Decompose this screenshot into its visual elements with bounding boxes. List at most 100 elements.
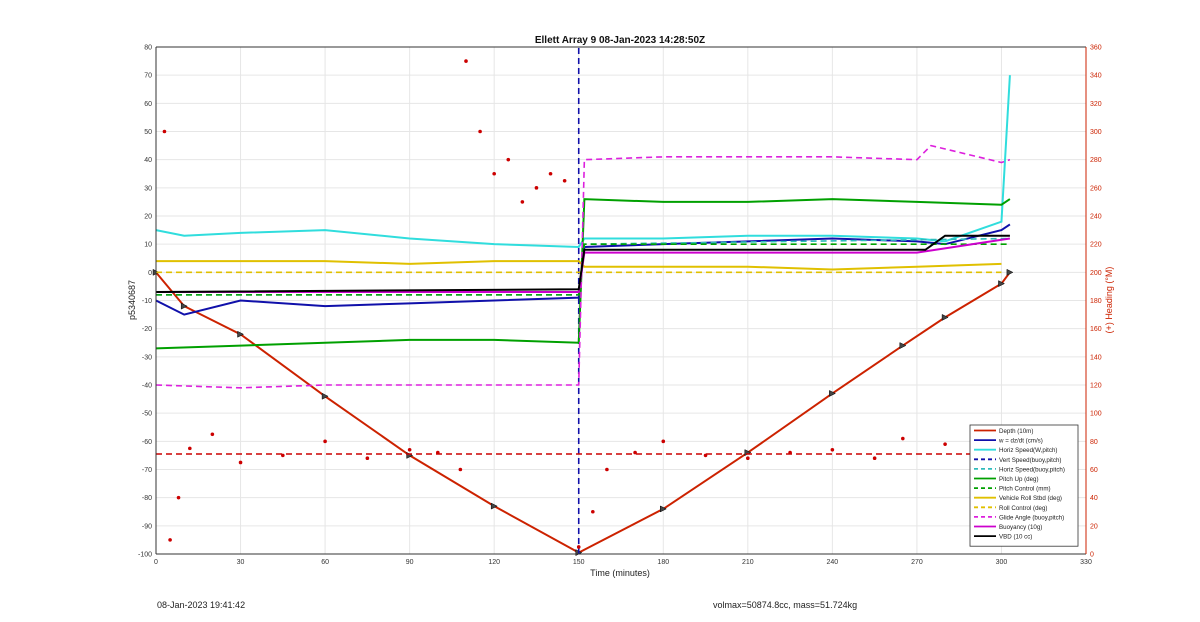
y2-tick-label: 200 <box>1090 270 1102 277</box>
legend-label: Horiz Speed(W,pitch) <box>999 447 1057 454</box>
x-tick-label: 180 <box>657 559 669 566</box>
x-tick-label: 330 <box>1080 559 1092 566</box>
y-tick-label: -10 <box>142 298 152 305</box>
x-tick-label: 30 <box>237 559 245 566</box>
depth-marker <box>1006 268 1014 276</box>
legend-label: Roll Control (deg) <box>999 505 1048 512</box>
legend-label: Buoyancy (10g) <box>999 524 1042 531</box>
legend-label: Vehicle Roll Stbd (deg) <box>999 495 1062 502</box>
legend-label: VBD (10 cc) <box>999 534 1032 541</box>
depth-marker <box>237 330 245 338</box>
legend: Depth (10m) w = dz/dt (cm/s) Horiz Speed(W… <box>969 424 1079 547</box>
y2-tick-label: 20 <box>1090 523 1098 530</box>
y2-tick-label: 80 <box>1090 439 1098 446</box>
heading-point <box>407 447 412 452</box>
y2-tick-label: 360 <box>1090 45 1102 52</box>
grid-lines <box>155 46 1087 555</box>
heading-point <box>548 171 553 176</box>
y-tick-label: -30 <box>142 354 152 361</box>
heading-point <box>746 456 750 461</box>
y-tick-label: 50 <box>144 129 152 136</box>
y-tick-label: 40 <box>144 157 152 164</box>
heading-point <box>365 456 370 461</box>
y-axis-label: p5340687 <box>127 280 137 320</box>
heading-point <box>633 450 637 455</box>
depth-marker <box>899 342 907 349</box>
y-tick-label: -80 <box>142 495 152 502</box>
y-tick-label: 80 <box>144 45 152 52</box>
y-tick-label: -50 <box>142 411 152 418</box>
axes-group: 0 30 60 90 120 150 180 210 240 270 300 330-100-90-8… <box>138 45 1102 567</box>
y2-tick-label: 180 <box>1090 298 1102 305</box>
series-line-11 <box>155 234 1010 294</box>
depth-marker <box>998 280 1006 288</box>
heading-point <box>464 59 468 63</box>
heading-point <box>162 129 167 134</box>
heading-point <box>520 200 525 204</box>
heading-point <box>188 446 192 451</box>
y2-tick-label: 40 <box>1090 495 1098 502</box>
y-tick-label: -70 <box>142 467 152 474</box>
y2-tick-label: 100 <box>1090 411 1102 418</box>
heading-point <box>458 467 463 472</box>
y-tick-label: -20 <box>142 326 152 333</box>
y2-tick-label: 260 <box>1090 185 1102 192</box>
depth-marker <box>829 390 836 397</box>
heading-point <box>323 439 327 444</box>
y2-tick-label: 220 <box>1090 242 1102 249</box>
y2-tick-label: 0 <box>1090 552 1094 559</box>
legend-label: Depth (10m) <box>999 428 1033 435</box>
y-tick-label: 0 <box>148 270 152 277</box>
heading-point <box>605 467 609 472</box>
depth-marker <box>321 392 329 400</box>
legend-label: w = dz/dt (cm/s) <box>998 438 1043 445</box>
y2-tick-label: 60 <box>1090 467 1098 474</box>
heading-point <box>901 436 905 441</box>
heading-point <box>661 439 666 444</box>
heading-point <box>562 178 567 183</box>
heading-point <box>238 460 243 465</box>
y-tick-label: 30 <box>144 185 152 192</box>
heading-point <box>478 129 482 134</box>
series-line-9 <box>155 144 1011 389</box>
footer-mass-info: volmax=50874.8cc, mass=51.724kg <box>713 600 858 610</box>
heading-point <box>534 186 539 190</box>
x-tick-label: 120 <box>488 559 500 566</box>
y-tick-label: 70 <box>144 73 152 80</box>
chart-title: Ellett Array 9 08-Jan-2023 14:28:50Z <box>535 35 705 46</box>
depth-marker <box>490 502 498 510</box>
x-tick-label: 270 <box>911 559 923 566</box>
heading-point <box>830 447 835 452</box>
legend-label: Glide Angle (buoy,pitch) <box>999 514 1064 521</box>
x-axis-label: Time (minutes) <box>590 568 650 578</box>
y2-tick-label: 320 <box>1090 101 1102 108</box>
heading-point <box>591 509 595 514</box>
series-line-5 <box>155 198 1011 350</box>
x-tick-label: 210 <box>742 559 754 566</box>
x-tick-label: 300 <box>996 559 1008 566</box>
heading-point <box>168 538 172 542</box>
footer-timestamp: 08-Jan-2023 19:41:42 <box>157 600 246 610</box>
heading-point <box>210 432 215 437</box>
y-tick-label: 10 <box>144 242 152 249</box>
legend-label: Horiz Speed(buoy,pitch) <box>999 466 1065 473</box>
heading-point <box>576 545 581 549</box>
y2-tick-label: 160 <box>1090 326 1102 333</box>
x-tick-label: 240 <box>827 559 839 566</box>
legend-label: Pitch Up (deg) <box>999 476 1039 483</box>
heading-point <box>176 495 181 500</box>
y2-tick-label: 340 <box>1090 73 1102 80</box>
legend-label: Pitch Control (mm) <box>999 486 1051 493</box>
x-tick-label: 150 <box>573 559 585 566</box>
legend-label: Vert Speed(buoy,pitch) <box>999 457 1061 464</box>
y-tick-label: -90 <box>142 523 152 530</box>
x-tick-label: 0 <box>154 559 158 566</box>
x-tick-label: 90 <box>406 559 414 566</box>
series-line-6 <box>156 243 1010 296</box>
y-tick-label: -100 <box>138 552 152 559</box>
y2-tick-label: 240 <box>1090 214 1102 221</box>
x-tick-label: 60 <box>321 559 329 566</box>
y2-tick-label: 300 <box>1090 129 1102 136</box>
depth-marker <box>660 505 667 513</box>
